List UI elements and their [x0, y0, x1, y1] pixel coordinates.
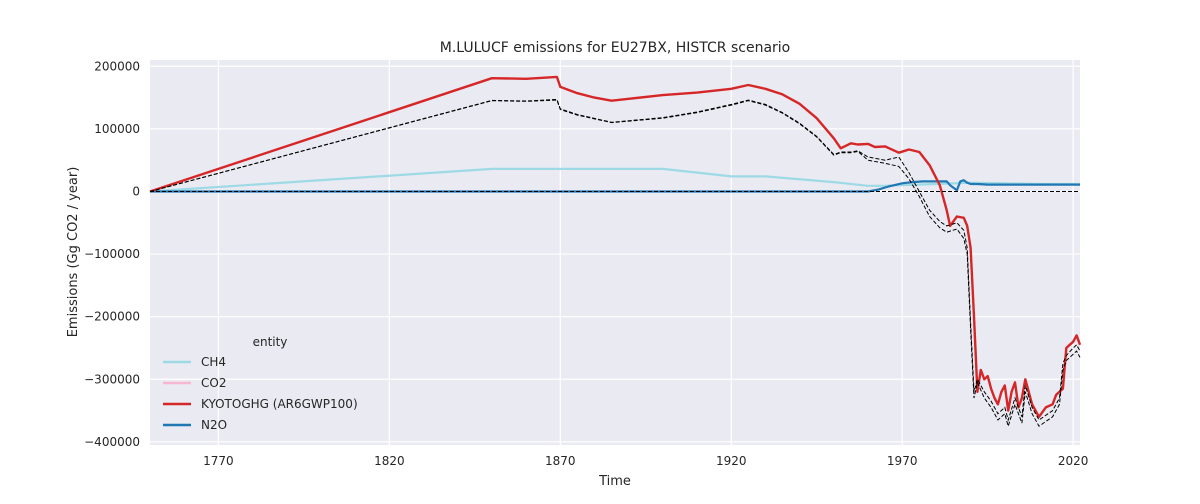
- x-tick-label: 1920: [716, 454, 747, 468]
- y-tick-label: −200000: [84, 310, 140, 324]
- y-tick-label: −100000: [84, 247, 140, 261]
- y-tick-labels: −400000 −300000 −200000 −100000 0 100000 20000…: [84, 59, 140, 449]
- legend-label: CO2: [201, 376, 226, 390]
- y-tick-label: −400000: [84, 435, 140, 449]
- legend-label: CH4: [201, 355, 226, 369]
- reference-dashed-line-1: [149, 98, 1081, 422]
- legend-title: entity: [253, 335, 288, 349]
- series-lines: [149, 75, 1082, 428]
- series-line-kyotoghg-ar6gwp100: [149, 75, 1082, 418]
- reference-dashed-line-0: [149, 99, 1081, 428]
- legend-items: CH4 CO2 KYOTOGHG (AR6GWP100) N2O: [163, 355, 358, 432]
- x-tick-label: 1820: [374, 454, 405, 468]
- x-tick-label: 1970: [887, 454, 918, 468]
- y-tick-label: 100000: [94, 122, 140, 136]
- y-tick-label: 0: [132, 184, 140, 198]
- chart-title: M.LULUCF emissions for EU27BX, HISTCR sc…: [440, 40, 791, 56]
- plot-background: [150, 60, 1080, 445]
- x-tick-label: 1870: [545, 454, 576, 468]
- x-tick-labels: 1770 1820 1870 1920 1970 2020: [203, 454, 1088, 468]
- x-axis-label: Time: [598, 474, 631, 489]
- series-line-ch4: [149, 167, 1080, 193]
- y-tick-label: 200000: [94, 59, 140, 73]
- legend-label: KYOTOGHG (AR6GWP100): [201, 397, 358, 411]
- y-axis-label: Emissions (Gg CO2 / year): [66, 167, 81, 338]
- series-line-n2o: [150, 179, 1080, 193]
- x-tick-label: 2020: [1058, 454, 1089, 468]
- legend: entity CH4 CO2 KYOTOGHG (AR6GWP100) N2O: [163, 335, 358, 432]
- y-tick-label: −300000: [84, 372, 140, 386]
- legend-label: N2O: [201, 418, 227, 432]
- x-tick-label: 1770: [203, 454, 234, 468]
